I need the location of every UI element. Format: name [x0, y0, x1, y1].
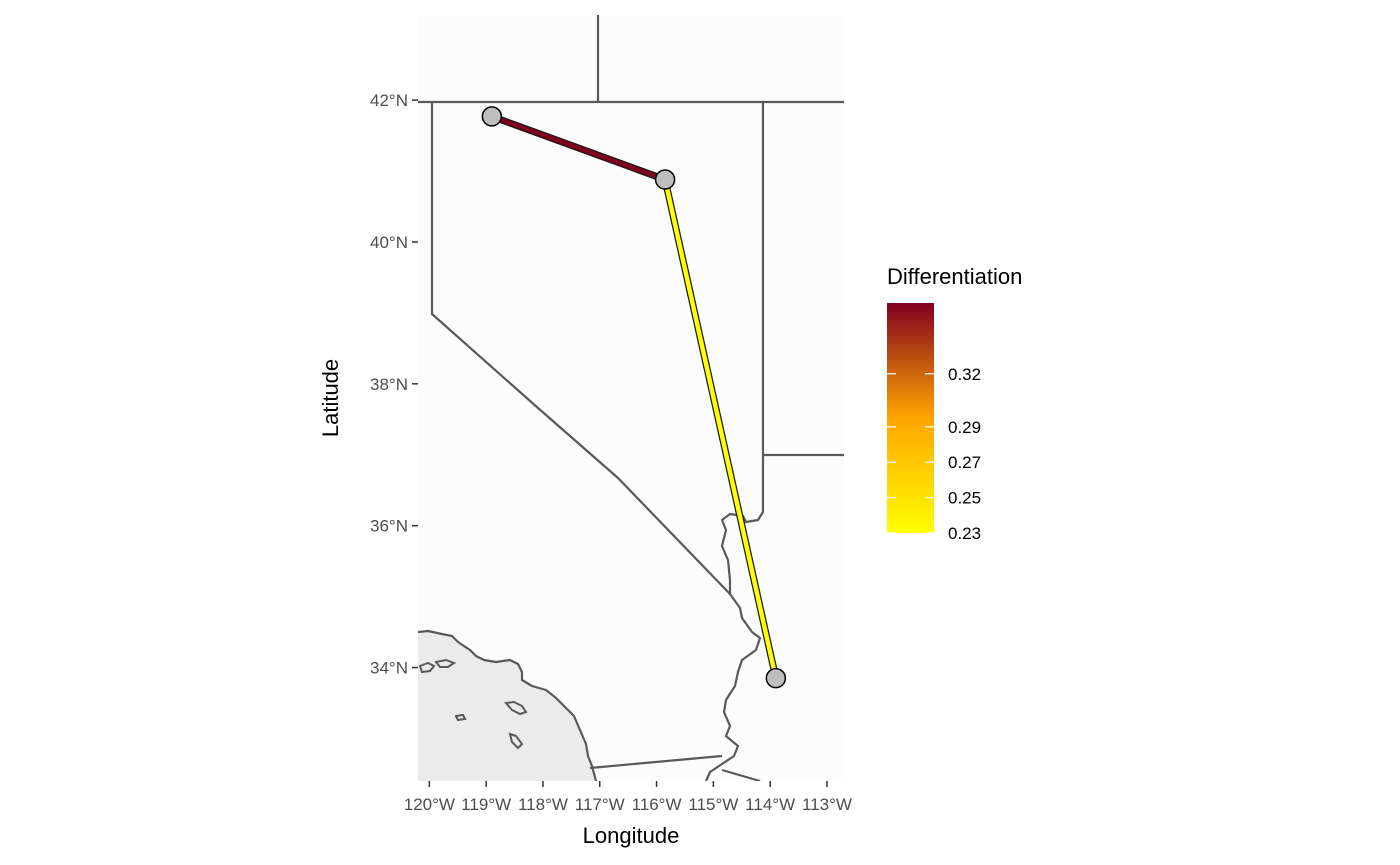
island [434, 658, 457, 668]
x-axis: 120°W 119°W 118°W 117°W 116°W 115°W 114°W 113°W [404, 781, 852, 814]
y-axis-title: Latitude [318, 359, 343, 437]
legend-break-label: 0.27 [948, 453, 981, 472]
site-node [654, 169, 676, 190]
border-line [721, 768, 761, 781]
y-tick-label: 38°N [370, 375, 408, 394]
x-tick-label: 114°W [745, 795, 795, 814]
border-line [589, 754, 723, 770]
x-tick-label: 118°W [518, 795, 568, 814]
x-tick-label: 113°W [802, 795, 852, 814]
nodes-layer [481, 106, 787, 689]
edge-line [662, 177, 779, 681]
x-tick-label: 117°W [575, 795, 625, 814]
island [454, 713, 467, 722]
edge-line [489, 114, 668, 182]
legend-colorbar [887, 303, 934, 533]
coastline [418, 629, 598, 781]
x-tick-label: 116°W [632, 795, 682, 814]
x-axis-title: Longitude [583, 823, 680, 848]
legend-title: Differentiation [887, 264, 1022, 289]
site-node [765, 667, 787, 689]
site-node [481, 106, 503, 127]
x-tick-label: 120°W [404, 795, 455, 814]
legend-break-label: 0.25 [948, 489, 981, 508]
legend: Differentiation 0.23 0.25 0.27 0.29 0.32 [887, 264, 1022, 543]
border-line [704, 102, 765, 781]
y-tick-label: 40°N [370, 233, 408, 252]
map-layers [418, 15, 844, 781]
island [504, 700, 528, 716]
y-tick-label: 42°N [370, 91, 408, 110]
state-borders [418, 15, 844, 781]
ocean-area [418, 631, 596, 781]
island [508, 732, 524, 750]
x-tick-label: 119°W [461, 795, 511, 814]
legend-break-label: 0.32 [948, 365, 981, 384]
y-axis: 34°N 36°N 38°N 40°N 42°N [370, 91, 418, 678]
island [418, 661, 436, 674]
edges-layer [488, 112, 780, 682]
legend-break-label: 0.29 [948, 418, 981, 437]
legend-break-label: 0.23 [948, 524, 981, 543]
legend-breaks: 0.23 0.25 0.27 0.29 0.32 [887, 365, 981, 543]
x-tick-label: 115°W [688, 795, 738, 814]
y-tick-label: 34°N [370, 659, 408, 678]
y-tick-label: 36°N [370, 517, 408, 536]
border-line [430, 102, 731, 595]
